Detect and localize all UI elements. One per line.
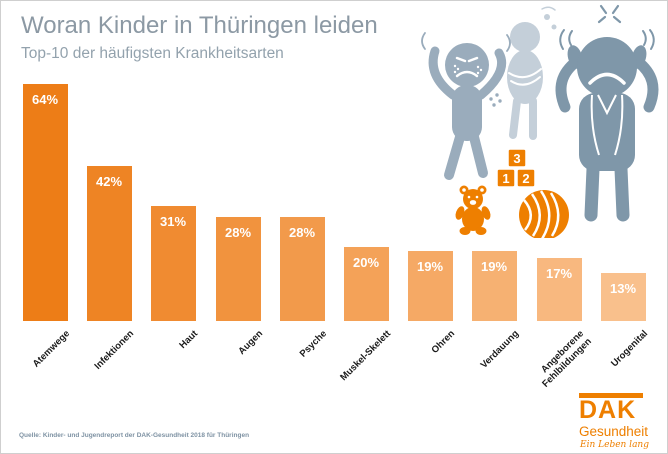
block-number-3: 3 — [513, 151, 520, 166]
page-title: Woran Kinder in Thüringen leiden — [21, 12, 378, 39]
bar: 19% — [472, 251, 517, 321]
bar-value-label: 64% — [32, 92, 59, 107]
illustration: 3 1 2 — [421, 4, 659, 238]
bar-value-label: 17% — [546, 266, 573, 281]
bar: 31% — [151, 206, 196, 321]
headache-child-figure — [555, 4, 659, 222]
teddy-bear-icon — [455, 185, 491, 235]
bar-value-label: 28% — [225, 225, 252, 240]
bar: 13% — [601, 273, 646, 321]
bar-value-label: 20% — [353, 255, 380, 270]
bar: 19% — [408, 251, 453, 321]
bar-value-label: 13% — [610, 281, 637, 296]
dak-logo-subtitle: Gesundheit — [579, 423, 649, 439]
block-number-2: 2 — [522, 171, 529, 186]
bar: 42% — [87, 166, 132, 321]
sweat-drops-icon — [541, 6, 557, 30]
stomachache-child-figure — [507, 6, 557, 140]
bar: 20% — [344, 247, 389, 321]
dak-logo: DAK Gesundheit Ein Leben lang — [579, 393, 655, 450]
bar: 28% — [216, 217, 261, 321]
dak-logo-wordmark: DAK — [579, 396, 637, 424]
block-number-1: 1 — [502, 171, 509, 186]
ball-icon — [519, 190, 569, 238]
bar: 28% — [280, 217, 325, 321]
dak-logo-bar — [579, 393, 643, 398]
anger-mark-icon — [597, 4, 622, 24]
bar-value-label: 42% — [96, 174, 123, 189]
bar-value-label: 19% — [481, 259, 508, 274]
dak-logo-tagline: Ein Leben lang — [580, 439, 649, 450]
number-blocks-icon: 3 1 2 — [496, 148, 536, 188]
page-subtitle: Top-10 der häufigsten Krankheitsarten — [21, 45, 284, 62]
bar: 64% — [23, 84, 68, 321]
source-note: Quelle: Kinder- und Jugendreport der DAK… — [19, 432, 250, 439]
bar-value-label: 28% — [289, 225, 316, 240]
itchy-child-figure — [421, 32, 511, 180]
bar-value-label: 19% — [417, 259, 444, 274]
bar-value-label: 31% — [160, 214, 187, 229]
bar: 17% — [537, 258, 582, 321]
itch-marks-icon — [453, 64, 502, 107]
